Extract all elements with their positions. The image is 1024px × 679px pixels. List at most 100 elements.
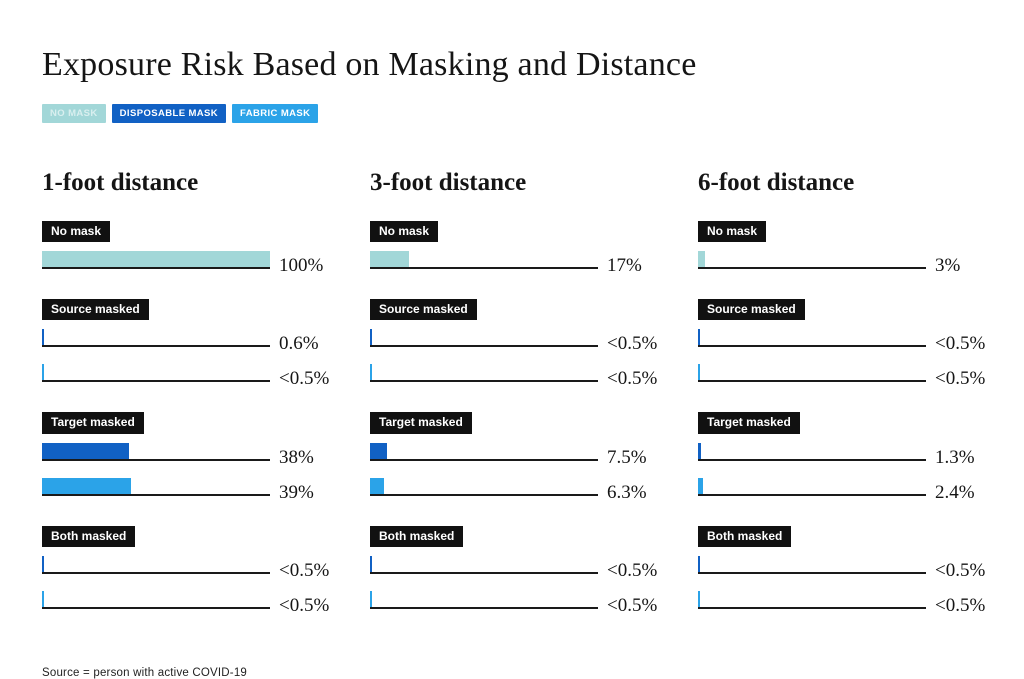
bar-value: 1.3%: [935, 446, 975, 468]
bar-value: <0.5%: [279, 368, 330, 390]
bar-fill: [42, 556, 44, 573]
mask-group: Both masked <0.5% <0.5%: [370, 525, 661, 615]
bar-value: 7.5%: [607, 446, 647, 468]
bar-fill: [370, 477, 385, 494]
bar-value: 2.4%: [935, 481, 975, 503]
bar-track: [370, 442, 598, 461]
group-label: Source masked: [370, 298, 477, 321]
bar-row: <0.5%: [698, 363, 989, 388]
mask-group: Source masked <0.5% <0.5%: [698, 298, 989, 388]
legend-chip: FABRIC MASK: [232, 104, 319, 123]
group-bars: <0.5% <0.5%: [42, 555, 333, 615]
bar-value: 6.3%: [607, 481, 647, 503]
bar-track: [698, 556, 926, 575]
bar-fill: [370, 364, 372, 381]
bar-row: 39%: [42, 477, 333, 502]
column-groups: No mask 3% Source masked <0.5% <0.5% Tar…: [698, 220, 989, 615]
mask-group: No mask 17%: [370, 220, 661, 275]
bar-track: [698, 250, 926, 269]
bar-fill: [698, 250, 705, 267]
group-label: Both masked: [42, 525, 136, 548]
bar-row: <0.5%: [370, 363, 661, 388]
bar-value: 3%: [935, 254, 961, 276]
mask-group: Target masked 7.5% 6.3%: [370, 412, 661, 502]
mask-group: No mask 100%: [42, 220, 333, 275]
bar-row: 3%: [698, 250, 989, 275]
mask-group: Source masked 0.6% <0.5%: [42, 298, 333, 388]
group-label: Both masked: [698, 525, 792, 548]
column-heading: 6-foot distance: [698, 168, 855, 196]
page-title: Exposure Risk Based on Masking and Dista…: [42, 46, 697, 83]
group-label: Target masked: [370, 412, 472, 434]
group-bars: <0.5% <0.5%: [698, 555, 989, 615]
group-label: Target masked: [698, 412, 800, 434]
group-bars: 7.5% 6.3%: [370, 442, 661, 502]
column-heading: 3-foot distance: [370, 168, 527, 196]
bar-value: <0.5%: [279, 595, 330, 617]
bar-track: [698, 477, 926, 496]
bar-track: [42, 591, 270, 610]
bar-row: 7.5%: [370, 442, 661, 467]
mask-group: Both masked <0.5% <0.5%: [42, 525, 333, 615]
bar-value: <0.5%: [935, 333, 986, 355]
bar-fill: [42, 591, 44, 608]
group-bars: <0.5% <0.5%: [698, 328, 989, 388]
bar-track: [370, 591, 598, 610]
bar-row: 6.3%: [370, 477, 661, 502]
bar-fill: [42, 250, 270, 267]
group-bars: 38% 39%: [42, 442, 333, 502]
group-label: Source masked: [42, 298, 149, 321]
bar-track: [42, 250, 270, 269]
bar-fill: [370, 442, 388, 459]
bar-value: 17%: [607, 254, 642, 276]
bar-row: <0.5%: [698, 590, 989, 615]
source-footnote: Source = person with active COVID-19: [42, 667, 248, 679]
group-bars: 0.6% <0.5%: [42, 328, 333, 388]
bar-track: [42, 364, 270, 383]
group-bars: <0.5% <0.5%: [370, 328, 661, 388]
bar-row: <0.5%: [698, 555, 989, 580]
bar-track: [42, 329, 270, 348]
bar-row: <0.5%: [370, 555, 661, 580]
group-label: No mask: [370, 220, 439, 242]
group-bars: 3%: [698, 250, 989, 275]
bar-fill: [42, 477, 131, 494]
bar-track: [370, 329, 598, 348]
group-label: No mask: [698, 220, 767, 242]
bar-track: [698, 442, 926, 461]
bar-track: [370, 250, 598, 269]
bar-fill: [370, 250, 409, 267]
bar-row: <0.5%: [42, 555, 333, 580]
bar-value: <0.5%: [935, 595, 986, 617]
bar-track: [698, 364, 926, 383]
distance-column: 1-foot distance No mask 100% Source mask…: [42, 169, 333, 640]
bar-track: [370, 556, 598, 575]
bar-value: 100%: [279, 254, 324, 276]
bar-row: <0.5%: [370, 590, 661, 615]
column-groups: No mask 17% Source masked <0.5% <0.5% Ta…: [370, 220, 661, 615]
bar-track: [698, 329, 926, 348]
mask-group: Both masked <0.5% <0.5%: [698, 525, 989, 615]
bar-value: <0.5%: [279, 560, 330, 582]
group-label: Source masked: [698, 298, 805, 321]
bar-value: <0.5%: [607, 333, 658, 355]
bar-fill: [42, 442, 129, 459]
group-label: Target masked: [42, 412, 144, 434]
group-bars: 17%: [370, 250, 661, 275]
bar-value: <0.5%: [607, 560, 658, 582]
group-bars: 1.3% 2.4%: [698, 442, 989, 502]
legend-chip: NO MASK: [42, 104, 106, 123]
group-bars: <0.5% <0.5%: [370, 555, 661, 615]
bar-row: 2.4%: [698, 477, 989, 502]
bar-row: <0.5%: [698, 328, 989, 353]
bar-fill: [698, 442, 701, 459]
legend-chip: DISPOSABLE MASK: [111, 104, 227, 123]
group-label: Both masked: [370, 525, 464, 548]
bar-value: <0.5%: [935, 368, 986, 390]
bar-fill: [42, 329, 44, 346]
column-heading: 1-foot distance: [42, 168, 199, 196]
bar-fill: [370, 556, 372, 573]
bar-fill: [370, 329, 372, 346]
bar-row: 0.6%: [42, 328, 333, 353]
